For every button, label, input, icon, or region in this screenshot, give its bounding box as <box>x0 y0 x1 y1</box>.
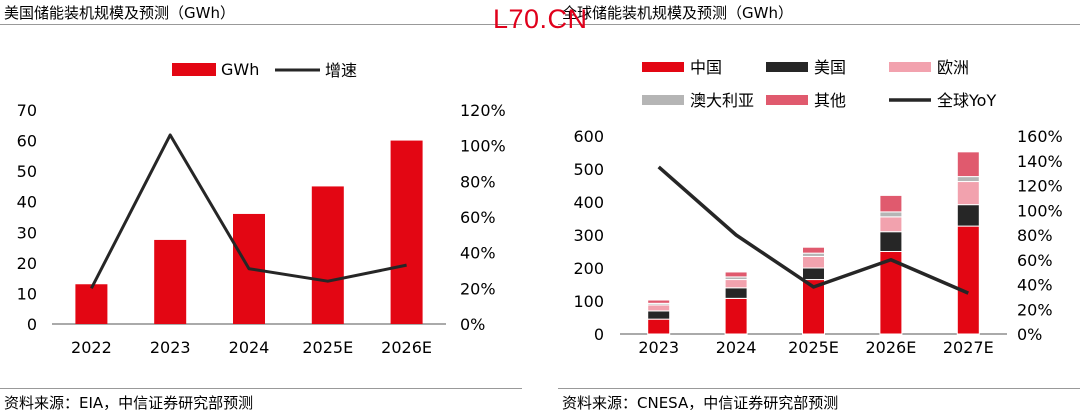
y2-axis-tick-label: 40% <box>460 244 496 263</box>
legend-swatch-其他 <box>766 95 808 105</box>
y2-axis-tick-label: 120% <box>460 101 506 120</box>
bar-2027E-澳大利亚 <box>956 176 980 183</box>
y-axis-tick-label: 30 <box>17 223 37 242</box>
bar-2026E-欧洲 <box>879 216 903 233</box>
bar-2024-美国 <box>724 287 748 299</box>
x-axis-tick-label: 2022 <box>71 338 112 357</box>
right-chart-title: 全球储能装机规模及预测（GWh） <box>562 4 793 22</box>
bar-2022 <box>75 284 108 324</box>
left-source-divider <box>0 388 522 389</box>
x-axis-tick-label: 2024 <box>716 338 757 357</box>
legend-swatch-欧洲 <box>889 62 931 72</box>
y2-axis-tick-label: 0% <box>460 315 485 334</box>
bar-2027E-中国 <box>956 225 980 335</box>
y-axis-tick-label: 0 <box>594 325 604 344</box>
y-axis-tick-label: 100 <box>573 292 604 311</box>
watermark-text: L70.CN <box>493 4 588 34</box>
bar-2025E-美国 <box>802 267 825 281</box>
y-axis-tick-label: 20 <box>17 254 37 273</box>
y2-axis-tick-label: 80% <box>460 172 496 191</box>
legend-label-其他: 其他 <box>814 91 846 110</box>
x-axis-tick-label: 2027E <box>943 338 994 357</box>
y-axis-tick-label: 70 <box>17 101 37 120</box>
right-title-divider <box>558 24 1080 25</box>
y2-axis-tick-label: 40% <box>1017 276 1053 295</box>
legend-swatch-gwh <box>172 63 216 76</box>
y2-axis-tick-label: 100% <box>1017 201 1063 220</box>
bar-2025E <box>311 186 344 324</box>
bar-2023-其他 <box>647 299 671 304</box>
left-title-divider <box>0 24 522 25</box>
y-axis-tick-label: 50 <box>17 162 37 181</box>
y2-axis-tick-label: 0% <box>1017 325 1042 344</box>
y2-axis-tick-label: 160% <box>1017 127 1063 146</box>
legend-label-中国: 中国 <box>690 58 722 77</box>
bar-2024-欧洲 <box>724 279 748 289</box>
x-axis-tick-label: 2026E <box>381 338 432 357</box>
growth-line <box>90 133 407 290</box>
bar-2027E-美国 <box>956 204 980 227</box>
us-storage-chart: 0 10 20 30 40 50 60 70 0% 20% 40% 60% 80% 100% 120% 202… <box>17 60 506 357</box>
bar-2026E-美国 <box>879 231 903 252</box>
x-axis-tick-label: 2025E <box>302 338 353 357</box>
x-axis-tick-label: 2024 <box>229 338 270 357</box>
bar-2026E <box>390 140 423 324</box>
y2-axis-tick-label: 20% <box>460 279 496 298</box>
y-axis-tick-label: 200 <box>573 259 604 278</box>
right-source-divider <box>558 388 1080 389</box>
y-axis-tick-label: 500 <box>573 160 604 179</box>
y2-axis-tick-label: 60% <box>1017 251 1053 270</box>
y-axis-tick-label: 0 <box>27 315 37 334</box>
legend-swatch-澳大利亚 <box>642 95 684 105</box>
legend-swatch-中国 <box>642 62 684 72</box>
bar-2023 <box>154 239 187 324</box>
x-axis-tick-label: 2026E <box>865 338 916 357</box>
bar-2026E-其他 <box>879 194 903 213</box>
bar-2024-其他 <box>724 271 748 278</box>
bar-2025E-欧洲 <box>802 255 825 269</box>
y-axis-tick-label: 10 <box>17 284 37 303</box>
bar-2026E-澳大利亚 <box>879 211 903 218</box>
left-chart-title: 美国储能装机规模及预测（GWh） <box>4 4 235 22</box>
left-chart-source: 资料来源：EIA，中信证券研究部预测 <box>4 394 254 412</box>
y-axis-tick-label: 400 <box>573 193 604 212</box>
y-axis-tick-label: 300 <box>573 226 604 245</box>
global-yoy-line <box>657 165 969 295</box>
x-axis-tick-label: 2023 <box>150 338 191 357</box>
x-axis-tick-label: 2025E <box>788 338 839 357</box>
bar-2023-中国 <box>647 318 671 335</box>
legend-label-growth: 增速 <box>325 61 357 80</box>
y2-axis-tick-label: 140% <box>1017 152 1063 171</box>
legend-label-澳大利亚: 澳大利亚 <box>690 91 754 110</box>
y2-axis-tick-label: 120% <box>1017 177 1063 196</box>
bar-2023-欧洲 <box>647 304 671 312</box>
legend-label-美国: 美国 <box>814 58 846 77</box>
bar-2023-美国 <box>647 310 671 320</box>
y2-axis-tick-label: 80% <box>1017 226 1053 245</box>
legend-label-欧洲: 欧洲 <box>937 58 969 77</box>
y2-axis-tick-label: 20% <box>1017 300 1053 319</box>
legend-label-全球YoY: 全球YoY <box>937 91 996 110</box>
y-axis-tick-label: 600 <box>573 127 604 146</box>
x-axis-tick-label: 2023 <box>638 338 679 357</box>
y-axis-tick-label: 40 <box>17 193 37 212</box>
bar-2024-中国 <box>724 297 748 335</box>
bar-2027E-其他 <box>956 151 980 178</box>
right-chart-source: 资料来源：CNESA，中信证券研究部预测 <box>562 394 839 412</box>
legend-swatch-美国 <box>766 62 808 72</box>
y2-axis-tick-label: 100% <box>460 137 506 156</box>
y2-axis-tick-label: 60% <box>460 208 496 227</box>
legend-label-gwh: GWh <box>221 60 259 79</box>
bar-2027E-欧洲 <box>956 181 980 206</box>
bar-2025E-其他 <box>802 246 825 254</box>
y-axis-tick-label: 60 <box>17 132 37 151</box>
